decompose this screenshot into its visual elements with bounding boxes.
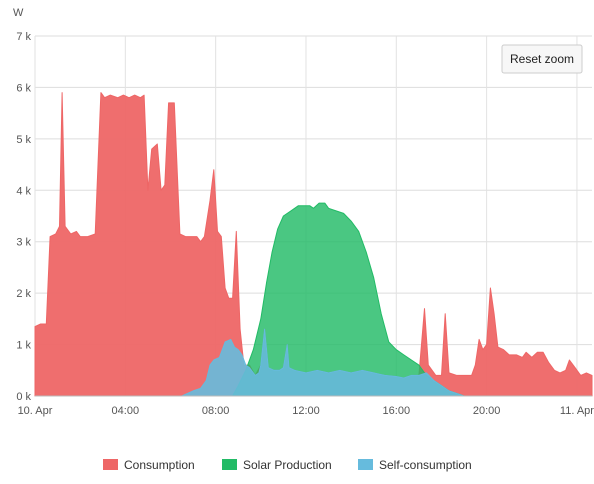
y-axis-unit-label: W [13,7,24,19]
x-tick-label: 12:00 [292,405,320,417]
y-tick-label: 7 k [16,31,31,43]
legend-label: Self-consumption [379,458,472,472]
legend-swatch [103,459,118,470]
x-tick-label: 20:00 [473,405,501,417]
series-areas [34,92,593,397]
legend-item-solar-production[interactable]: Solar Production [222,458,332,472]
x-tick-label: 08:00 [202,405,230,417]
y-tick-label: 5 k [16,134,31,146]
legend-item-self-consumption[interactable]: Self-consumption [358,458,472,472]
y-tick-label: 4 k [16,185,31,197]
legend-label: Consumption [124,458,195,472]
legend-swatch [358,459,373,470]
reset-zoom-label: Reset zoom [510,52,574,66]
y-tick-label: 1 k [16,340,31,352]
y-tick-label: 0 k [16,391,31,403]
legend-swatch [222,459,237,470]
legend-item-consumption[interactable]: Consumption [103,458,195,472]
legend: Consumption Solar Production Self-consumpt… [103,458,472,472]
reset-zoom-button[interactable]: Reset zoom [501,44,583,74]
y-tick-label: 3 k [16,237,31,249]
x-tick-label: 10. Apr [18,405,53,417]
y-tick-label: 2 k [16,288,31,300]
x-tick-label: 11. Apr [560,405,594,417]
x-tick-label: 04:00 [112,405,140,417]
x-tick-label: 16:00 [383,405,411,417]
legend-label: Solar Production [243,458,332,472]
axes: 0 k 1 k 2 k 3 k 4 k 5 k 6 k 7 k 10. Apr 04:00 08:0… [16,31,594,417]
series-area-self-consumption [181,328,465,397]
y-tick-label: 6 k [16,82,31,94]
